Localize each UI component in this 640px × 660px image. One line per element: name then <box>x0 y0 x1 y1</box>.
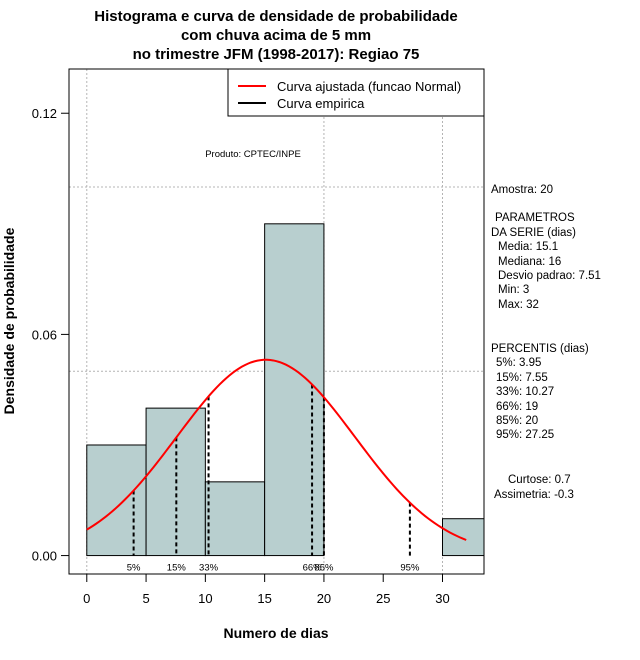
percentile-label-85: 85% <box>314 563 334 574</box>
chart-title-line-2: com chuva acima de 5 mm <box>181 27 371 44</box>
percentil-5: 5%: 3.95 <box>496 357 541 369</box>
percentile-label-15: 15% <box>167 563 187 574</box>
x-tick-label-0: 0 <box>83 591 90 606</box>
percentile-label-33: 33% <box>199 563 219 574</box>
percentile-label-5: 5% <box>127 563 141 574</box>
x-axis-title: Numero de dias <box>223 625 328 641</box>
legend-label-empirical: Curva empirica <box>277 96 365 111</box>
x-axis: 0 5 10 15 20 25 30 <box>83 573 450 606</box>
percentile-label-66: 66% <box>303 563 323 574</box>
y-axis-title: Densidade de probabilidade <box>1 227 17 414</box>
x-tick-label-25: 25 <box>376 591 390 606</box>
stat-min: Min: 3 <box>498 284 529 296</box>
legend: Curva ajustada (funcao Normal) Curva emp… <box>227 68 485 117</box>
normal-curve-line <box>86 358 467 541</box>
x-tick-label-30: 30 <box>435 591 449 606</box>
percentil-85: 85%: 20 <box>496 415 538 427</box>
x-tick-label-15: 15 <box>257 591 271 606</box>
params-title: PARAMETROS <box>495 212 575 224</box>
chart-title-line-1: Histograma e curva de densidade de proba… <box>94 8 457 25</box>
histogram-bar-6 <box>442 518 485 557</box>
legend-label-normal: Curva ajustada (funcao Normal) <box>277 79 461 94</box>
y-axis: 0.00 0.06 0.12 <box>32 106 70 564</box>
stat-mediana: Mediana: 16 <box>498 256 561 268</box>
percentil-33: 33%: 10.27 <box>496 386 554 398</box>
stat-curtose: Curtose: 0.7 <box>508 474 571 486</box>
percentil-95: 95%: 27.25 <box>496 429 554 441</box>
percentil-15: 15%: 7.55 <box>496 372 548 384</box>
histogram-bar-3 <box>264 223 325 557</box>
percentil-66: 66%: 19 <box>496 401 538 413</box>
histogram-bar-0 <box>86 444 147 557</box>
legend-box <box>227 68 485 117</box>
credit-text: Produto: CPTEC/INPE <box>205 149 301 160</box>
stat-assimetria: Assimetria: -0.3 <box>494 489 574 501</box>
percentile-label-95: 95% <box>400 563 420 574</box>
x-tick-label-10: 10 <box>198 591 212 606</box>
stat-max: Max: 32 <box>498 299 539 311</box>
stats-panel: Amostra: 20 PARAMETROS DA SERIE (dias) M… <box>491 184 601 501</box>
stat-desvio: Desvio padrao: 7.51 <box>498 270 601 282</box>
y-tick-label-2: 0.12 <box>32 106 57 121</box>
y-tick-label-1: 0.06 <box>32 327 57 342</box>
histogram-bar-2 <box>204 481 266 557</box>
stat-amostra: Amostra: 20 <box>491 184 553 196</box>
percentile-lines-layer <box>132 384 411 556</box>
percentis-title: PERCENTIS (dias) <box>491 343 589 355</box>
x-tick-label-20: 20 <box>317 591 331 606</box>
percentile-labels-layer: 5% 15% 33% 66%85% 95% <box>127 563 420 574</box>
chart-title-line-3: no trimestre JFM (1998-2017): Regiao 75 <box>133 46 420 63</box>
y-tick-label-0: 0.00 <box>32 549 57 564</box>
x-tick-label-5: 5 <box>142 591 149 606</box>
stat-media: Media: 15.1 <box>498 241 558 253</box>
params-subtitle: DA SERIE (dias) <box>491 227 576 239</box>
bars-layer <box>86 223 485 557</box>
